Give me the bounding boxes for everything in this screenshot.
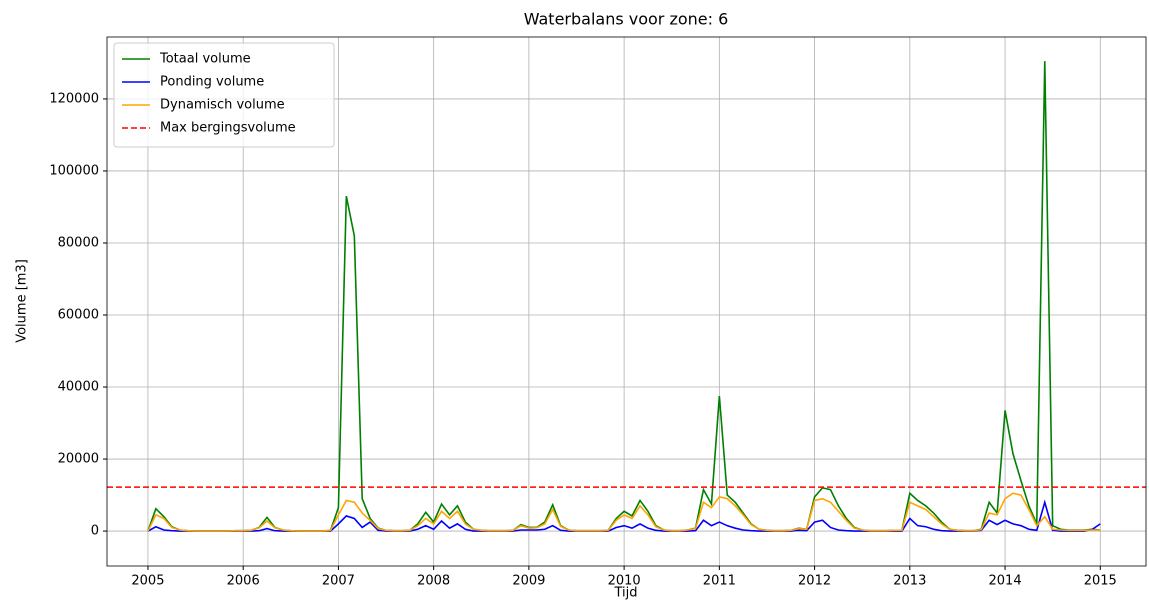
x-tick-label: 2007 bbox=[322, 574, 355, 589]
x-tick-label: 2011 bbox=[703, 574, 736, 589]
legend-label: Ponding volume bbox=[160, 75, 264, 90]
plot-frame bbox=[106, 36, 1147, 567]
legend-label: Totaal volume bbox=[159, 52, 251, 67]
x-tick-label: 2012 bbox=[798, 574, 831, 589]
y-tick-label: 60000 bbox=[58, 308, 99, 323]
y-tick-label: 80000 bbox=[58, 235, 99, 250]
legend-box bbox=[113, 42, 335, 148]
x-tick-label: 2009 bbox=[512, 574, 545, 589]
x-tick-label: 2006 bbox=[227, 574, 260, 589]
y-tick-label: 40000 bbox=[58, 380, 99, 395]
legend-label: Dynamisch volume bbox=[160, 98, 285, 113]
chart-title: Waterbalans voor zone: 6 bbox=[524, 10, 729, 29]
y-tick-label: 0 bbox=[91, 524, 99, 539]
y-tick-label: 100000 bbox=[49, 163, 99, 178]
legend: Totaal volume Ponding volume Dynamisch vol… bbox=[113, 42, 335, 148]
x-tick-label: 2014 bbox=[989, 574, 1022, 589]
y-tick-label: 120000 bbox=[49, 91, 99, 106]
legend-label: Max bergingsvolume bbox=[160, 121, 296, 136]
x-tick-label: 2015 bbox=[1084, 574, 1117, 589]
x-axis-label: Tijd bbox=[613, 586, 637, 601]
x-tick-label: 2008 bbox=[417, 574, 450, 589]
y-axis-label: Volume [m3] bbox=[15, 259, 30, 343]
x-tick-label: 2005 bbox=[131, 574, 164, 589]
y-tick-label: 20000 bbox=[58, 452, 99, 467]
x-tick-label: 2013 bbox=[893, 574, 926, 589]
data-line bbox=[147, 492, 1101, 532]
x-tick-label: 2010 bbox=[608, 574, 641, 589]
